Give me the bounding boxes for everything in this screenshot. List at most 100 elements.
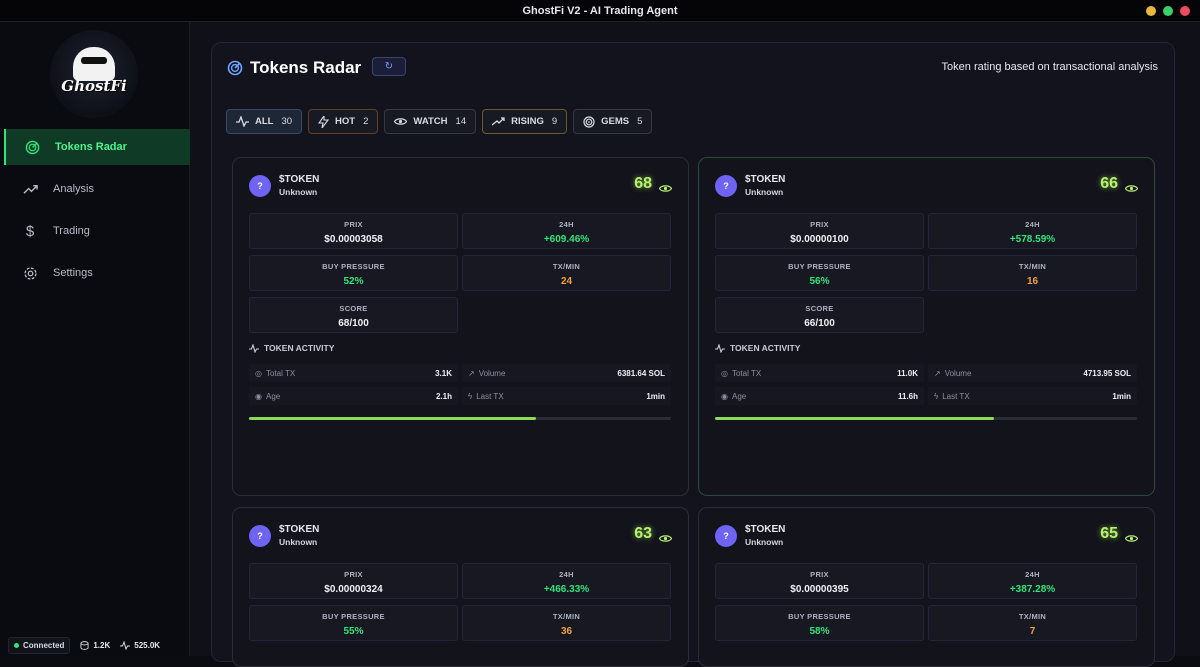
token-card[interactable]: ? $TOKEN Unknown 66 PRIX $0.00000100 24H +… [698, 157, 1155, 496]
sidebar-item-analysis[interactable]: Analysis [4, 171, 190, 207]
token-symbol: $TOKEN [745, 524, 786, 535]
token-avatar: ? [249, 525, 271, 547]
token-avatar: ? [715, 175, 737, 197]
title-bar: GhostFi V2 - AI Trading Agent [0, 0, 1200, 22]
eye-icon[interactable] [1124, 530, 1139, 548]
eye-icon[interactable] [1124, 180, 1139, 198]
token-score: 66 [1100, 175, 1118, 192]
score-stat: SCORE 66/100 [715, 297, 924, 333]
token-symbol: $TOKEN [745, 174, 786, 185]
buy-pressure-stat: BUY PRESSURE 55% [249, 605, 458, 641]
target-icon [583, 115, 595, 128]
change-stat: 24H +466.33% [462, 563, 671, 599]
price-stat: PRIX $0.00003058 [249, 213, 458, 249]
age-stat: ◉ Age 11.6h [715, 387, 924, 405]
token-name: Unknown [745, 187, 784, 197]
score-progress-bar [249, 417, 671, 420]
eye-icon[interactable] [658, 180, 673, 198]
sidebar-item-label: Trading [53, 225, 90, 237]
sidebar-item-settings[interactable]: Settings [4, 255, 190, 291]
score-progress-bar [715, 417, 1137, 420]
buy-pressure-stat: BUY PRESSURE 58% [715, 605, 924, 641]
main-content: Tokens Radar ↻ Token rating based on tra… [190, 22, 1200, 667]
eye-icon [394, 118, 408, 125]
target-icon: ◎ [255, 368, 262, 378]
filter-gems[interactable]: GEMS 5 [573, 109, 653, 134]
volume-stat: ↗ Volume 4713.95 SOL [928, 364, 1137, 382]
eye-icon[interactable] [658, 530, 673, 548]
tokens-radar-panel: Tokens Radar ↻ Token rating based on tra… [211, 42, 1175, 667]
trending-up-icon [22, 181, 38, 197]
token-activity-heading: TOKEN ACTIVITY [715, 343, 800, 353]
total-tx-stat: ◎ Total TX 3.1K [249, 364, 458, 382]
window-title: GhostFi V2 - AI Trading Agent [522, 4, 678, 17]
token-card[interactable]: ? $TOKEN Unknown 63 PRIX $0.00000324 24H +… [232, 507, 689, 667]
tx-min-stat: TX/MIN 36 [462, 605, 671, 641]
ghost-logo-icon [73, 47, 115, 81]
token-symbol: $TOKEN [279, 174, 320, 185]
filter-watch[interactable]: WATCH 14 [384, 109, 477, 134]
close-button[interactable] [1180, 6, 1190, 16]
token-avatar: ? [715, 525, 737, 547]
token-name: Unknown [279, 187, 318, 197]
token-name: Unknown [745, 537, 784, 547]
change-stat: 24H +578.59% [928, 213, 1137, 249]
tx-min-stat: TX/MIN 24 [462, 255, 671, 291]
activity-icon [120, 640, 131, 650]
maximize-button[interactable] [1163, 6, 1173, 16]
trending-up-icon [492, 117, 505, 126]
eye-icon: ◉ [255, 391, 262, 401]
filter-all[interactable]: ALL 30 [226, 109, 303, 134]
filter-bar: ALL 30 HOT 2 WATCH 14 RISING 9 GEMS 5 [226, 109, 653, 134]
window-controls [1146, 6, 1190, 16]
change-stat: 24H +609.46% [462, 213, 671, 249]
logo: GhostFi [50, 30, 138, 118]
sidebar-nav: Tokens Radar Analysis $ Trading Settings [4, 129, 190, 297]
trending-up-icon: ↗ [934, 368, 941, 378]
eye-icon: ◉ [721, 391, 728, 401]
token-activity-heading: TOKEN ACTIVITY [249, 343, 334, 353]
activity-count: 525.0K [120, 640, 160, 650]
status-bar: Connected 1.2K 525.0K [0, 634, 190, 656]
price-stat: PRIX $0.00000324 [249, 563, 458, 599]
sidebar-item-tokens-radar[interactable]: Tokens Radar [4, 129, 190, 165]
change-stat: 24H +387.28% [928, 563, 1137, 599]
refresh-button[interactable]: ↻ [372, 57, 406, 76]
price-stat: PRIX $0.00000100 [715, 213, 924, 249]
token-card[interactable]: ? $TOKEN Unknown 65 PRIX $0.00000395 24H +… [698, 507, 1155, 667]
last-tx-stat: ϟ Last TX 1min [462, 387, 671, 405]
score-progress-fill [715, 417, 994, 420]
page-subtitle: Token rating based on transactional anal… [941, 61, 1158, 73]
sidebar-item-label: Tokens Radar [55, 141, 127, 153]
buy-pressure-stat: BUY PRESSURE 52% [249, 255, 458, 291]
activity-icon [715, 343, 725, 353]
volume-stat: ↗ Volume 6381.64 SOL [462, 364, 671, 382]
token-card[interactable]: ? $TOKEN Unknown 68 PRIX $0.00003058 24H +… [232, 157, 689, 496]
token-score: 68 [634, 175, 652, 192]
token-score: 63 [634, 525, 652, 542]
total-tx-stat: ◎ Total TX 11.0K [715, 364, 924, 382]
connection-status: Connected [8, 636, 71, 654]
sidebar-item-label: Settings [53, 267, 93, 279]
activity-icon [236, 116, 249, 127]
filter-rising[interactable]: RISING 9 [482, 109, 568, 134]
buy-pressure-stat: BUY PRESSURE 56% [715, 255, 924, 291]
last-tx-stat: ϟ Last TX 1min [928, 387, 1137, 405]
score-stat: SCORE 68/100 [249, 297, 458, 333]
trending-up-icon: ↗ [468, 368, 475, 378]
status-dot-icon [14, 642, 19, 648]
sidebar-item-label: Analysis [53, 183, 94, 195]
token-score: 65 [1100, 525, 1118, 542]
tx-min-stat: TX/MIN 16 [928, 255, 1137, 291]
price-stat: PRIX $0.00000395 [715, 563, 924, 599]
lightning-icon: ϟ [468, 391, 473, 401]
filter-hot[interactable]: HOT 2 [308, 109, 379, 134]
token-avatar: ? [249, 175, 271, 197]
minimize-button[interactable] [1146, 6, 1156, 16]
sidebar-item-trading[interactable]: $ Trading [4, 213, 190, 249]
token-symbol: $TOKEN [279, 524, 320, 535]
radar-icon [227, 60, 243, 81]
lightning-icon [318, 115, 330, 128]
logo-text: GhostFi [61, 77, 127, 95]
page-title: Tokens Radar [250, 58, 362, 77]
